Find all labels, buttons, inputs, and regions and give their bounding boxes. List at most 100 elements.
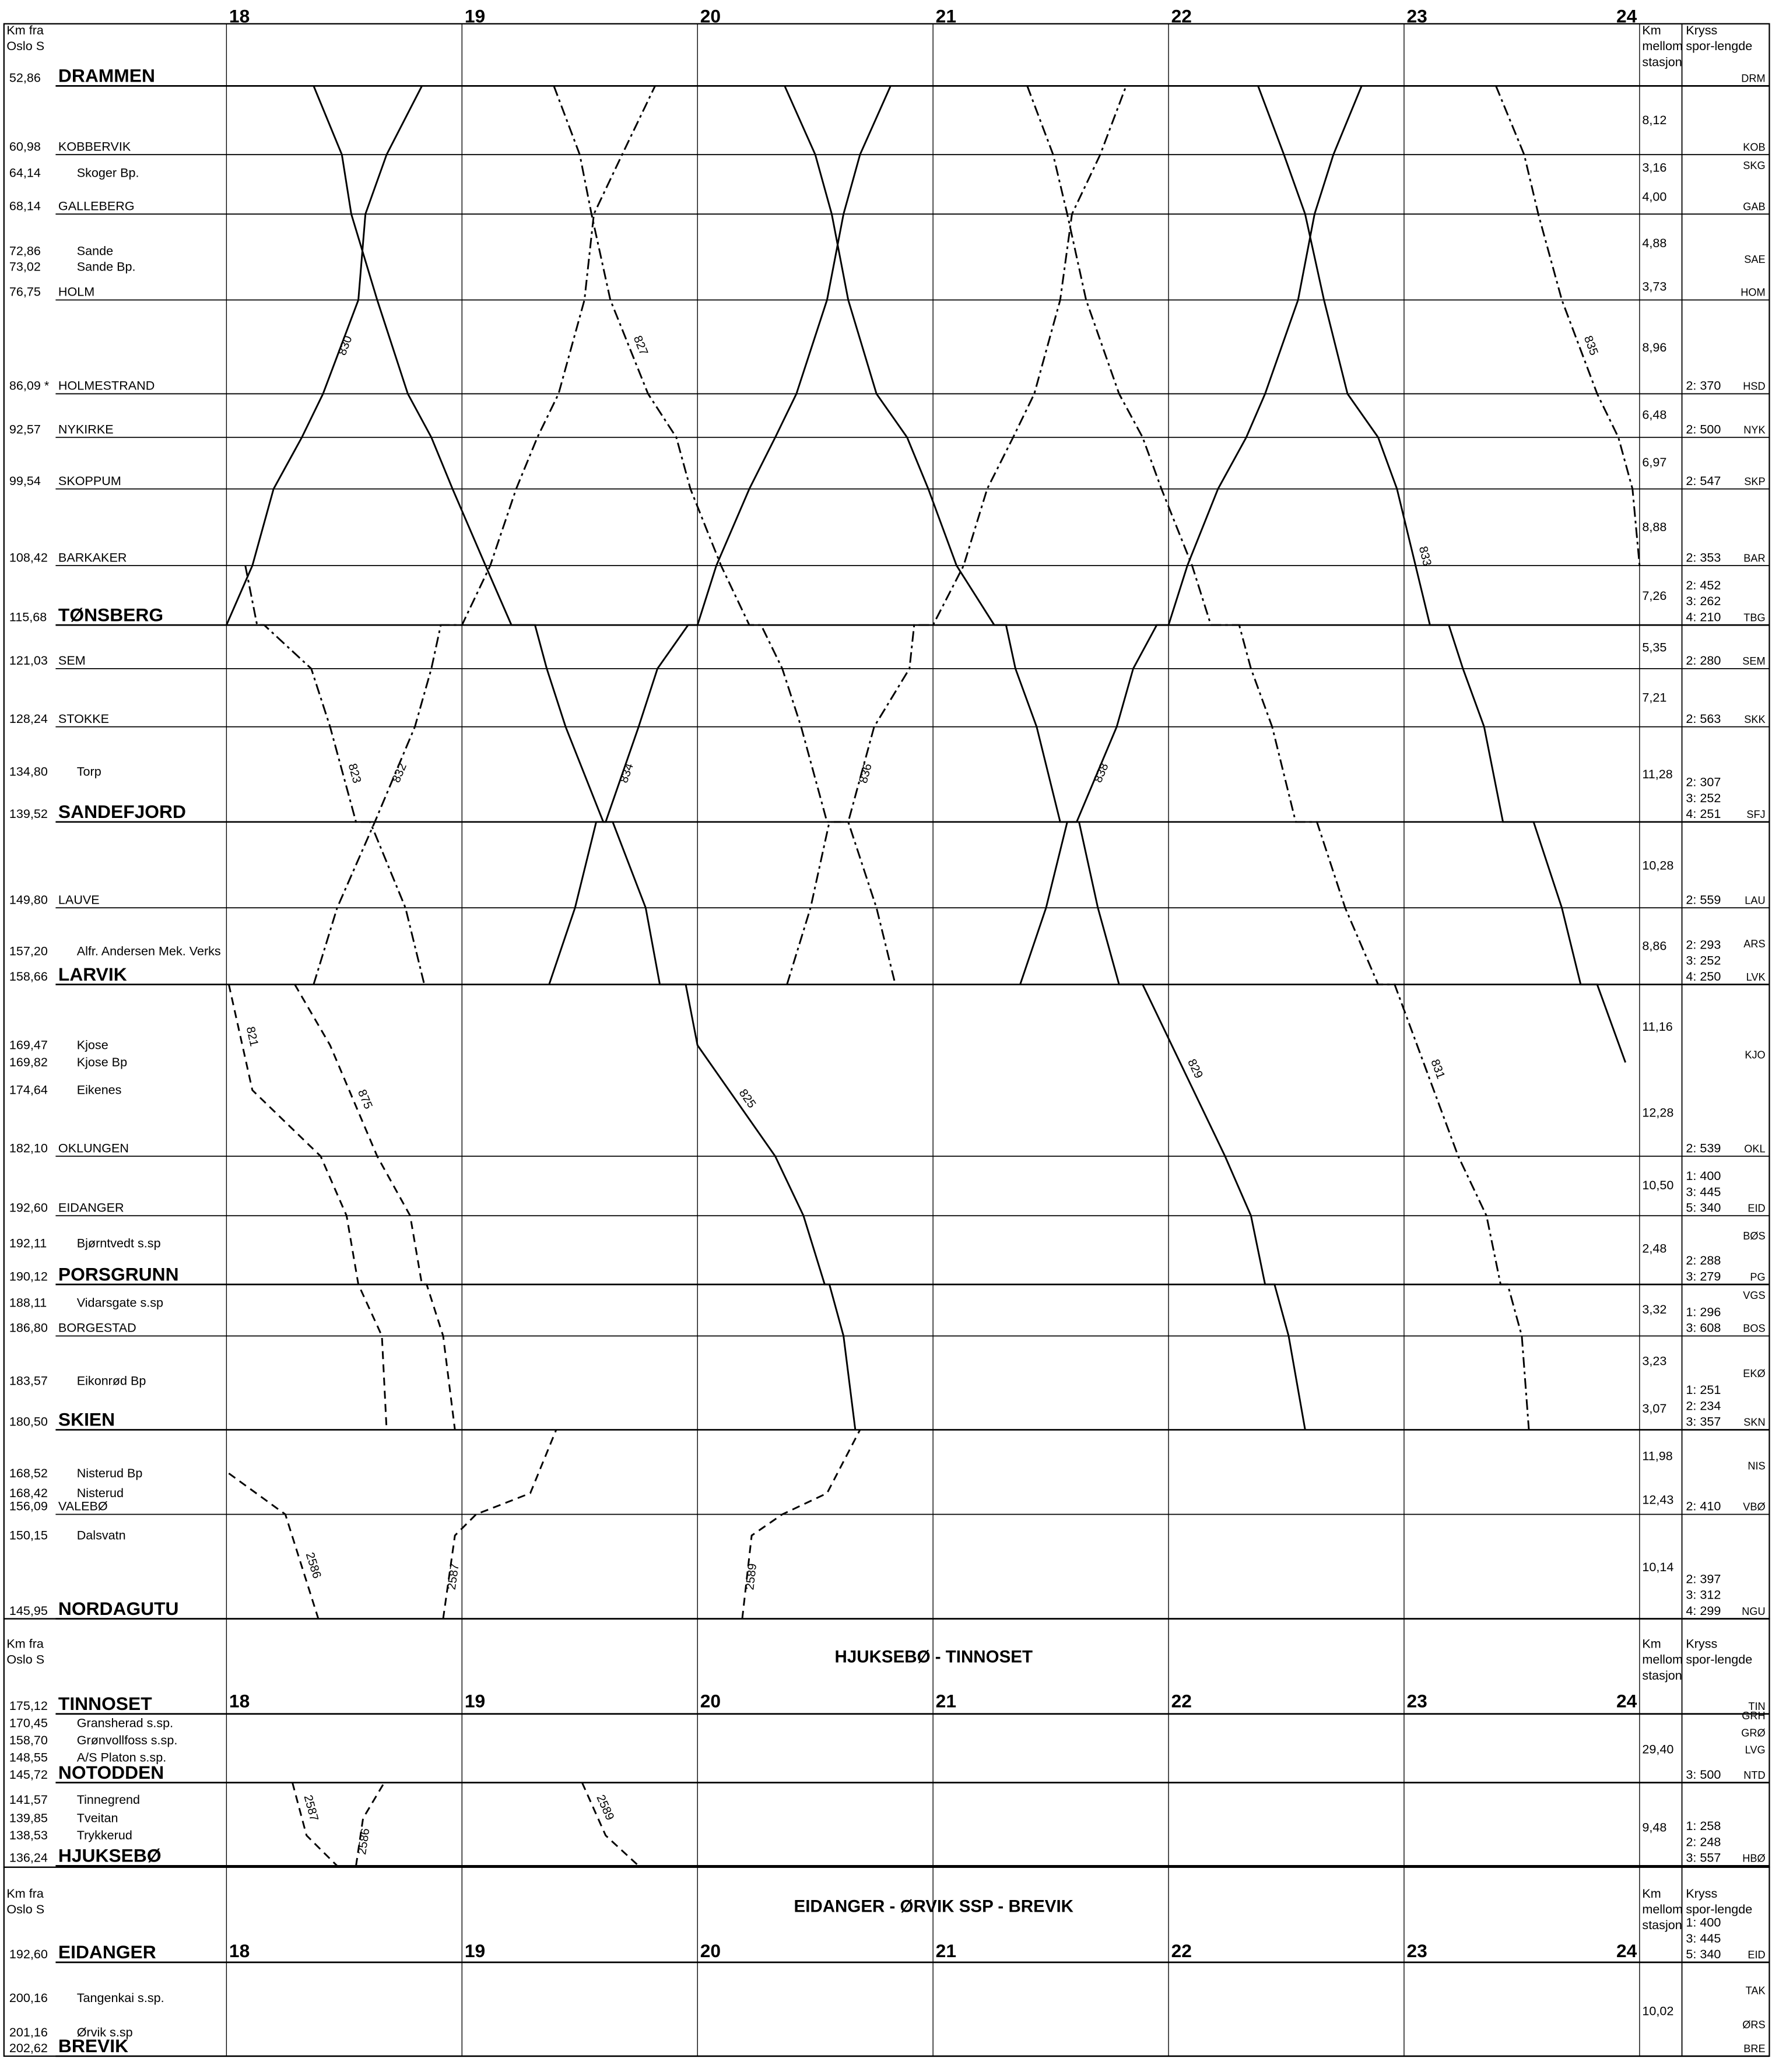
train-path: [355, 1782, 385, 1866]
km-between: 8,12: [1642, 113, 1666, 127]
station-km: 128,24: [9, 711, 48, 726]
track-length: 2: 248: [1686, 1834, 1721, 1849]
track-length: 3: 312: [1686, 1588, 1721, 1602]
station-name: EIDANGER: [58, 1200, 124, 1214]
station-abbr: NTD: [1743, 1769, 1765, 1781]
station-km: 190,12: [9, 1269, 48, 1283]
track-length: 1: 251: [1686, 1382, 1721, 1397]
track-length: 2: 559: [1686, 892, 1721, 907]
station-km: 200,16: [9, 1990, 48, 2005]
track-length: 2: 452: [1686, 578, 1721, 592]
train-number: 821: [244, 1026, 261, 1048]
train-number: 835: [1581, 334, 1601, 357]
station-name: GALLEBERG: [58, 198, 135, 213]
train-number: 2589: [594, 1793, 616, 1822]
station-name: Torp: [77, 764, 101, 779]
train-path: [548, 85, 892, 985]
train-path: [228, 1473, 320, 1620]
track-length: 2: 280: [1686, 653, 1721, 668]
station-km: 76,75: [9, 285, 41, 299]
station-km: 169,82: [9, 1055, 48, 1069]
track-length: 3: 500: [1686, 1767, 1721, 1782]
track-length: 2: 547: [1686, 473, 1721, 488]
km-between: 3,16: [1642, 160, 1666, 175]
station-name: VALEBØ: [58, 1499, 108, 1513]
station-km: 202,62: [9, 2041, 48, 2055]
station-name: Tveitan: [77, 1811, 118, 1825]
track-length: 2: 563: [1686, 711, 1721, 726]
track-length: 1: 258: [1686, 1818, 1721, 1833]
station-abbr: SAE: [1744, 254, 1765, 265]
track-length: 1: 400: [1686, 1915, 1721, 1930]
track-length: 3: 279: [1686, 1269, 1721, 1283]
station-km: 141,57: [9, 1792, 48, 1807]
km-between: 12,28: [1642, 1105, 1673, 1119]
station-km: 175,12: [9, 1698, 48, 1713]
station-abbr: EID: [1748, 1949, 1765, 1961]
station-km: 174,64: [9, 1083, 48, 1097]
station-km: 156,09: [9, 1499, 48, 1513]
km-from-header: Km fra: [6, 1886, 44, 1901]
station-name: LARVIK: [58, 964, 127, 985]
station-abbr: SKN: [1743, 1417, 1765, 1428]
track-length: 3: 357: [1686, 1414, 1721, 1429]
station-name: KOBBERVIK: [58, 139, 131, 153]
station-abbr: GAB: [1743, 201, 1765, 212]
station-km: 150,15: [9, 1528, 48, 1543]
train-number: 832: [390, 761, 410, 785]
kryss-header: spor-lengde: [1686, 1902, 1752, 1916]
station-km: 139,85: [9, 1811, 48, 1825]
kryss-header: spor-lengde: [1686, 1652, 1752, 1667]
km-from-header: Oslo S: [6, 1652, 44, 1667]
km-between: 6,48: [1642, 408, 1666, 422]
train-path: [313, 85, 656, 985]
train-number: 2586: [303, 1551, 324, 1580]
station-name: Skoger Bp.: [77, 166, 139, 180]
station-abbr: BOS: [1743, 1323, 1765, 1334]
station-km: 121,03: [9, 653, 48, 668]
station-km: 86,09 *: [9, 378, 50, 393]
train-number: 825: [736, 1087, 759, 1110]
track-length: 2: 288: [1686, 1253, 1721, 1267]
hour-label: 22: [1171, 6, 1192, 27]
station-km: 73,02: [9, 259, 41, 274]
track-length: 2: 397: [1686, 1571, 1721, 1586]
train-path: [1019, 85, 1363, 985]
station-abbr: TBG: [1743, 612, 1765, 623]
track-length: 1: 400: [1686, 1168, 1721, 1183]
km-between: 9,48: [1642, 1820, 1666, 1835]
station-km: 168,42: [9, 1485, 48, 1500]
track-length: 2: 307: [1686, 775, 1721, 789]
station-abbr: DRM: [1741, 73, 1765, 85]
station-name: EIDANGER: [58, 1941, 156, 1962]
station-abbr: BRE: [1743, 2043, 1765, 2055]
station-name: SKOPPUM: [58, 473, 121, 488]
station-name: BORGESTAD: [58, 1321, 136, 1335]
train-path: [581, 1782, 640, 1867]
station-name: STOKKE: [58, 711, 109, 726]
station-name: Bjørntvedt s.sp: [77, 1236, 161, 1251]
hour-label: 19: [465, 1940, 485, 1961]
train-number: 831: [1428, 1058, 1447, 1081]
train-number: 823: [346, 762, 363, 785]
track-length: 4: 250: [1686, 969, 1721, 984]
station-km: 138,53: [9, 1828, 48, 1842]
train-number: 2587: [301, 1794, 321, 1822]
station-name: BREVIK: [58, 2035, 128, 2056]
station-abbr: SFJ: [1746, 809, 1765, 820]
km-between: 3,73: [1642, 279, 1666, 294]
train-number: 827: [631, 334, 650, 357]
km-between: 3,07: [1642, 1401, 1666, 1416]
station-name: NORDAGUTU: [58, 1598, 179, 1619]
station-name: Ørvik s.sp: [77, 2025, 133, 2039]
km-between-header: Km: [1642, 1886, 1661, 1901]
station-name: Alfr. Andersen Mek. Verks: [77, 944, 221, 958]
station-name: Eikonrød Bp: [77, 1373, 146, 1388]
station-name: Nisterud Bp: [77, 1466, 143, 1480]
station-abbr: KOB: [1743, 141, 1765, 153]
km-between: 8,88: [1642, 519, 1666, 534]
hour-label: 19: [465, 1690, 485, 1711]
station-name: Tinnegrend: [77, 1792, 140, 1807]
train-path: [226, 85, 423, 626]
station-name: BARKAKER: [58, 550, 127, 564]
